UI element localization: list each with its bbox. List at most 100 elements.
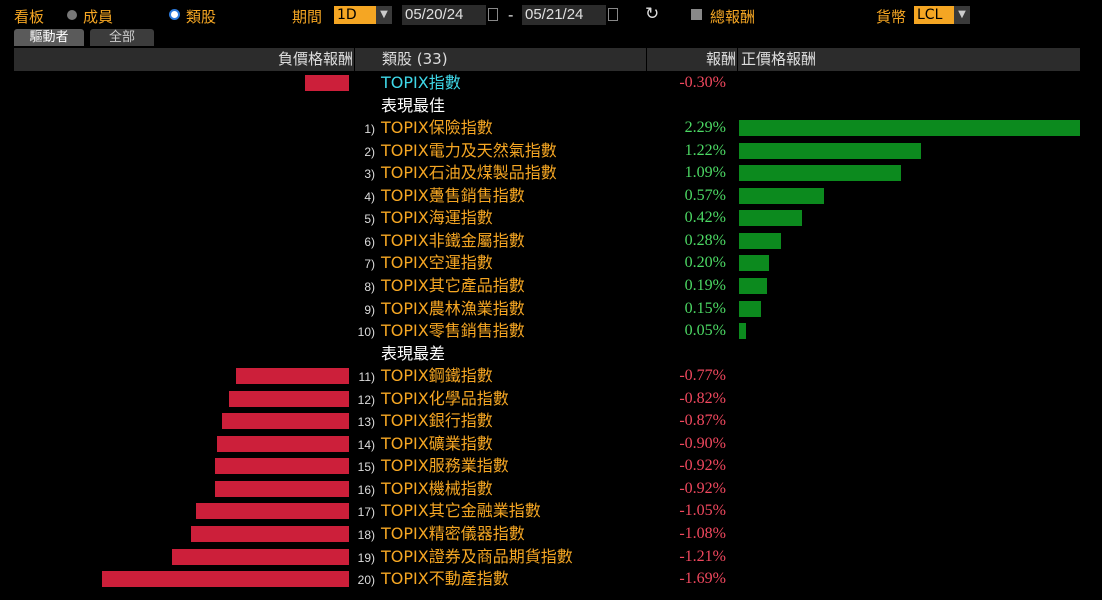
row-sector-name[interactable]: TOPIX化學品指數 <box>381 388 509 408</box>
row-sector-name[interactable]: TOPIX保險指數 <box>381 118 493 138</box>
row-return-value: 1.09% <box>684 164 726 182</box>
row-sector-name[interactable]: TOPIX零售銷售指數 <box>381 321 525 341</box>
row-sector-name[interactable]: TOPIX銀行指數 <box>381 411 493 431</box>
negative-return-bar <box>214 480 349 497</box>
row-return-value: 1.22% <box>684 141 726 159</box>
table-row[interactable]: 14) TOPIX礦業指數 -0.90% <box>0 433 1102 455</box>
table-row[interactable]: 1) TOPIX保險指數 2.29% <box>0 117 1102 139</box>
row-return-value: -0.92% <box>679 457 726 475</box>
row-sector-name[interactable]: TOPIX其它金融業指數 <box>381 501 541 521</box>
tab-drivers[interactable]: 驅動者 <box>14 29 84 46</box>
row-sector-name[interactable]: TOPIX農林漁業指數 <box>381 298 525 318</box>
row-return-value: -0.87% <box>679 412 726 430</box>
header-positive-return[interactable]: 正價格報酬 <box>741 50 817 68</box>
table-row[interactable]: 18) TOPIX精密儀器指數 -1.08% <box>0 523 1102 545</box>
refresh-icon[interactable]: ↻ <box>645 4 660 24</box>
row-sector-name[interactable]: TOPIX海運指數 <box>381 208 493 228</box>
row-return-value: 0.15% <box>684 299 726 317</box>
table-row[interactable]: 4) TOPIX躉售銷售指數 0.57% <box>0 185 1102 207</box>
row-rank: 20) <box>357 573 375 588</box>
table-row[interactable]: 15) TOPIX服務業指數 -0.92% <box>0 455 1102 477</box>
table-row[interactable]: 8) TOPIX其它產品指數 0.19% <box>0 275 1102 297</box>
negative-return-bar <box>172 548 349 565</box>
section-heading-row: 表現最佳 <box>0 95 1102 117</box>
positive-return-bar <box>739 120 1080 137</box>
row-rank: 13) <box>357 415 375 430</box>
row-return-value: 0.05% <box>684 322 726 340</box>
table-row[interactable]: 10) TOPIX零售銷售指數 0.05% <box>0 320 1102 342</box>
positive-return-bar <box>739 165 902 182</box>
row-sector-name[interactable]: TOPIX電力及天然氣指數 <box>381 140 557 160</box>
row-return-value: 0.57% <box>684 186 726 204</box>
row-sector-name[interactable]: TOPIX非鐵金屬指數 <box>381 230 525 250</box>
row-sector-name[interactable]: TOPIX其它產品指數 <box>381 275 525 295</box>
sectors-radio-icon[interactable] <box>169 9 180 20</box>
date-to-calendar-icon[interactable] <box>608 8 618 21</box>
row-sector-name[interactable]: TOPIX空運指數 <box>381 253 493 273</box>
currency-select[interactable]: LCL <box>914 6 954 24</box>
currency-dropdown-arrow-icon[interactable]: ▼ <box>954 6 970 24</box>
header-divider <box>354 48 355 71</box>
tab-all[interactable]: 全部 <box>90 29 154 46</box>
table-header: 負價格報酬 類股 (33) 報酬 正價格報酬 <box>14 48 1080 71</box>
row-sector-name[interactable]: TOPIX鋼鐵指數 <box>381 366 493 386</box>
total-return-checkbox[interactable] <box>691 9 702 20</box>
table-row[interactable]: 13) TOPIX銀行指數 -0.87% <box>0 410 1102 432</box>
positive-return-bar <box>739 255 769 272</box>
table-row[interactable]: 12) TOPIX化學品指數 -0.82% <box>0 388 1102 410</box>
period-dropdown-arrow-icon[interactable]: ▼ <box>376 6 392 24</box>
positive-return-bar <box>739 300 762 317</box>
table-row[interactable]: 16) TOPIX機械指數 -0.92% <box>0 478 1102 500</box>
sectors-radio-label[interactable]: 類股 <box>186 8 217 26</box>
total-return-label[interactable]: 總報酬 <box>710 8 756 26</box>
toolbar: 看板 成員 類股 期間 1D ▼ 05/20/24 - 05/21/24 ↻ 總… <box>0 0 1102 30</box>
row-rank: 6) <box>364 234 375 249</box>
row-sector-name[interactable]: TOPIX機械指數 <box>381 478 493 498</box>
row-sector-name[interactable]: TOPIX不動產指數 <box>381 569 509 589</box>
date-from-calendar-icon[interactable] <box>488 8 498 21</box>
period-select[interactable]: 1D <box>334 6 376 24</box>
row-return-value: -1.21% <box>679 547 726 565</box>
positive-return-bar <box>739 210 802 227</box>
header-negative-return[interactable]: 負價格報酬 <box>277 50 353 68</box>
date-to-input[interactable]: 05/21/24 <box>522 5 606 25</box>
row-sector-name[interactable]: TOPIX精密儀器指數 <box>381 524 525 543</box>
row-return-value: -1.69% <box>679 570 726 588</box>
section-heading-row: 表現最差 <box>0 343 1102 365</box>
row-rank: 18) <box>357 528 375 542</box>
row-sector-name[interactable]: TOPIX石油及煤製品指數 <box>381 163 557 183</box>
row-rank: 11) <box>358 370 375 385</box>
table-row[interactable]: 7) TOPIX空運指數 0.20% <box>0 252 1102 274</box>
header-sector[interactable]: 類股 (33) <box>382 50 448 68</box>
table-row[interactable]: 3) TOPIX石油及煤製品指數 1.09% <box>0 162 1102 184</box>
table-row[interactable]: 6) TOPIX非鐵金屬指數 0.28% <box>0 230 1102 252</box>
row-sector-name[interactable]: TOPIX服務業指數 <box>381 456 509 476</box>
currency-label: 貨幣 <box>876 8 907 26</box>
table-row[interactable]: 17) TOPIX其它金融業指數 -1.05% <box>0 500 1102 522</box>
table-row[interactable]: 11) TOPIX鋼鐵指數 -0.77% <box>0 365 1102 387</box>
row-sector-name[interactable]: TOPIX證券及商品期貨指數 <box>381 546 573 566</box>
row-rank: 4) <box>364 189 375 204</box>
row-rank: 16) <box>357 482 375 497</box>
row-return-value: -0.77% <box>679 367 726 385</box>
row-sector-name[interactable]: TOPIX躉售銷售指數 <box>381 185 525 205</box>
table-row[interactable]: 5) TOPIX海運指數 0.42% <box>0 207 1102 229</box>
row-return-value: -0.92% <box>679 479 726 497</box>
period-label: 期間 <box>292 8 323 26</box>
section-heading: 表現最差 <box>381 343 446 363</box>
table-row[interactable]: 20) TOPIX不動產指數 -1.69% <box>0 568 1102 590</box>
table-row[interactable]: 9) TOPIX農林漁業指數 0.15% <box>0 298 1102 320</box>
header-return[interactable]: 報酬 <box>705 50 736 68</box>
index-row[interactable]: TOPIX指數 -0.30% <box>0 72 1102 94</box>
positive-return-bar <box>739 323 747 340</box>
table-row[interactable]: 19) TOPIX證券及商品期貨指數 -1.21% <box>0 546 1102 568</box>
date-from-input[interactable]: 05/20/24 <box>402 5 486 25</box>
row-sector-name[interactable]: TOPIX指數 <box>381 73 461 92</box>
table-row[interactable]: 2) TOPIX電力及天然氣指數 1.22% <box>0 140 1102 162</box>
members-radio-icon[interactable] <box>67 10 77 20</box>
row-sector-name[interactable]: TOPIX礦業指數 <box>381 433 493 453</box>
members-radio-label[interactable]: 成員 <box>83 8 114 26</box>
row-rank: 2) <box>364 144 375 159</box>
row-rank: 12) <box>357 392 375 407</box>
positive-return-bar <box>739 142 921 159</box>
